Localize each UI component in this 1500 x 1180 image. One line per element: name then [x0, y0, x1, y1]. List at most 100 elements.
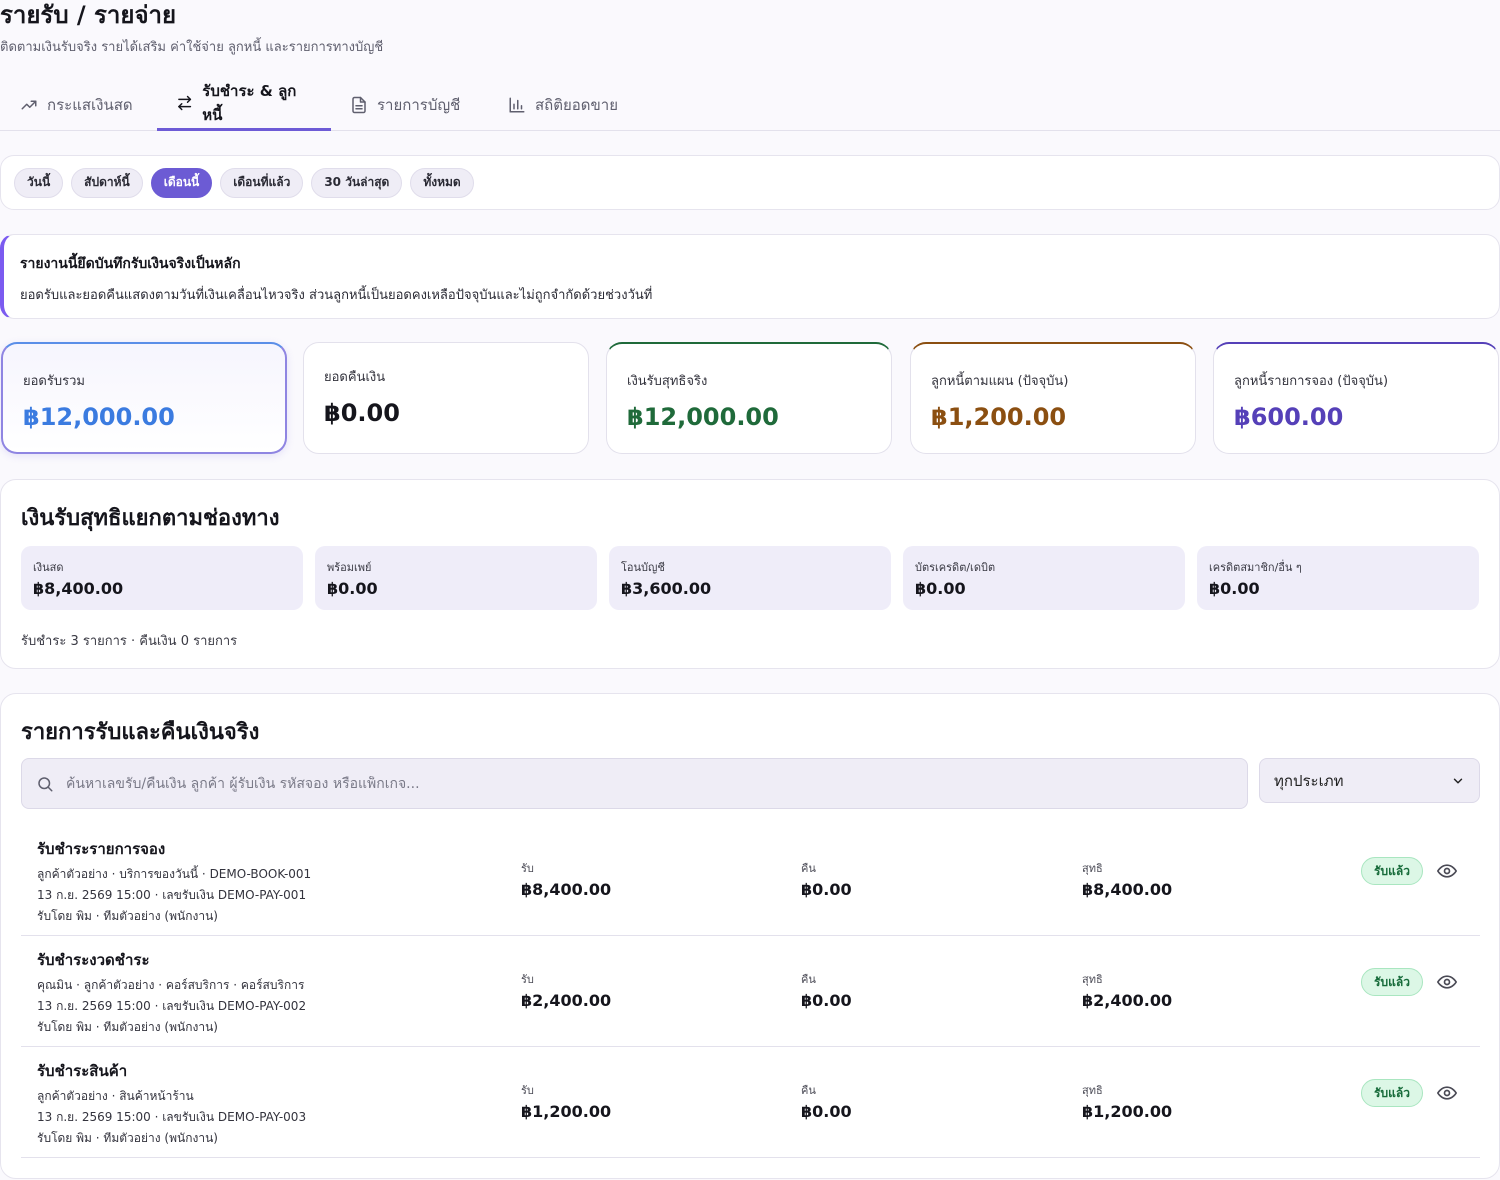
- stat-card-total-received[interactable]: ยอดรับรวม ฿12,000.00: [1, 342, 287, 454]
- transaction-datetime: 13 ก.ย. 2569 15:00 · เลขรับเงิน DEMO-PAY…: [37, 999, 307, 1013]
- transaction-received-by: รับโดย พิม · ทีมตัวอย่าง (พนักงาน): [37, 1131, 218, 1145]
- transaction-meta: ลูกค้าตัวอย่าง · บริการของวันนี้ · DEMO-…: [37, 867, 312, 881]
- search-icon: [38, 776, 53, 791]
- net-column: สุทธิ ฿1,200.00: [1082, 1081, 1172, 1121]
- channel-label: บัตรเครดิต/เดบิต: [915, 561, 996, 574]
- stat-card-refunds[interactable]: ยอดคืนเงิน ฿0.00: [303, 342, 589, 454]
- search-field: [21, 758, 1248, 809]
- transaction-received-by: รับโดย พิม · ทีมตัวอย่าง (พนักงาน): [37, 909, 218, 923]
- refund-value: ฿0.00: [801, 1102, 852, 1121]
- channel-value: ฿0.00: [915, 579, 966, 598]
- trending-up-icon: [21, 100, 37, 109]
- tab-bar: กระแสเงินสด รับชำระ & ลูกหนี้ รายการบัญช…: [0, 78, 1500, 131]
- tab-label: กระแสเงินสด: [47, 95, 133, 114]
- stat-value: ฿1,200.00: [931, 403, 1067, 431]
- section-title: เงินรับสุทธิแยกตามช่องทาง: [21, 506, 280, 531]
- refund-value: ฿0.00: [801, 991, 852, 1010]
- refund-column: คืน ฿0.00: [801, 859, 852, 899]
- stat-card-plan-receivables[interactable]: ลูกหนี้ตามแผน (ปัจจุบัน) ฿1,200.00: [910, 342, 1196, 454]
- refund-label: คืน: [801, 1084, 816, 1097]
- receive-value: ฿2,400.00: [521, 991, 612, 1010]
- net-column: สุทธิ ฿2,400.00: [1082, 970, 1172, 1010]
- channel-member-credit: เครดิตสมาชิก/อื่น ๆ ฿0.00: [1197, 546, 1479, 610]
- filter-this-month[interactable]: เดือนนี้: [150, 167, 213, 198]
- stat-card-booking-receivables[interactable]: ลูกหนี้รายการจอง (ปัจจุบัน) ฿600.00: [1213, 342, 1499, 454]
- page-subtitle: ติดตามเงินรับจริง รายได้เสริม ค่าใช้จ่าย…: [0, 40, 384, 55]
- channel-label: พร้อมเพย์: [327, 561, 372, 574]
- refund-label: คืน: [801, 862, 816, 875]
- net-label: สุทธิ: [1082, 973, 1103, 986]
- transaction-received-by: รับโดย พิม · ทีมตัวอย่าง (พนักงาน): [37, 1020, 218, 1034]
- date-filter-bar: วันนี้ สัปดาห์นี้ เดือนนี้ เดือนที่แล้ว …: [0, 155, 1500, 210]
- transaction-title: รับชำระสินค้า: [37, 1062, 128, 1080]
- notice-title: รายงานนี้ยึดบันทึกรับเงินจริงเป็นหลัก: [20, 256, 241, 272]
- receive-label: รับ: [521, 862, 534, 875]
- tab-label: รับชำระ & ลูกหนี้: [202, 82, 297, 124]
- tab-label: รายการบัญชี: [377, 95, 461, 114]
- tab-sales-stats[interactable]: สถิติยอดขาย: [489, 78, 649, 131]
- stat-value: ฿0.00: [324, 399, 400, 427]
- refund-column: คืน ฿0.00: [801, 1081, 852, 1121]
- channel-value: ฿8,400.00: [33, 579, 124, 598]
- receive-column: รับ ฿1,200.00: [521, 1081, 611, 1121]
- report-notice: รายงานนี้ยึดบันทึกรับเงินจริงเป็นหลัก ยอ…: [0, 234, 1500, 319]
- filter-today[interactable]: วันนี้: [14, 167, 64, 198]
- transaction-datetime: 13 ก.ย. 2569 15:00 · เลขรับเงิน DEMO-PAY…: [37, 1110, 307, 1124]
- stat-label: เงินรับสุทธิจริง: [627, 374, 708, 389]
- stat-label: ยอดคืนเงิน: [324, 370, 386, 385]
- filter-last-30-days[interactable]: 30 วันล่าสุด: [311, 167, 403, 198]
- tab-cashflow[interactable]: กระแสเงินสด: [0, 78, 157, 131]
- net-column: สุทธิ ฿8,400.00: [1082, 859, 1172, 899]
- refund-label: คืน: [801, 973, 816, 986]
- type-filter-select[interactable]: ทุกประเภท: [1259, 758, 1480, 803]
- channel-label: โอนบัญชี: [621, 561, 665, 574]
- refund-value: ฿0.00: [801, 880, 852, 899]
- stat-card-net-received[interactable]: เงินรับสุทธิจริง ฿12,000.00: [606, 342, 892, 454]
- tab-label: สถิติยอดขาย: [535, 95, 618, 114]
- search-input[interactable]: [66, 775, 1247, 792]
- filter-this-week[interactable]: สัปดาห์นี้: [71, 167, 143, 198]
- transaction-info: รับชำระงวดชำระ คุณมิน · ลูกค้าตัวอย่าง ·…: [37, 948, 306, 1035]
- net-value: ฿8,400.00: [1082, 880, 1173, 899]
- receive-column: รับ ฿8,400.00: [521, 859, 611, 899]
- channel-cash: เงินสด ฿8,400.00: [21, 546, 303, 610]
- status-badge: รับแล้ว: [1361, 968, 1423, 996]
- eye-icon[interactable]: [1437, 974, 1457, 990]
- stat-value: ฿12,000.00: [23, 403, 175, 431]
- document-icon: [352, 96, 366, 113]
- channel-value: ฿0.00: [1209, 579, 1260, 598]
- net-value: ฿2,400.00: [1082, 991, 1173, 1010]
- net-value: ฿1,200.00: [1082, 1102, 1173, 1121]
- tab-accounting-entries[interactable]: รายการบัญชี: [331, 78, 489, 131]
- channel-label: เครดิตสมาชิก/อื่น ๆ: [1209, 561, 1302, 574]
- chevron-down-icon: [1453, 778, 1463, 783]
- net-label: สุทธิ: [1082, 862, 1103, 875]
- channel-label: เงินสด: [33, 561, 64, 574]
- receive-value: ฿8,400.00: [521, 880, 612, 899]
- channel-bank-transfer: โอนบัญชี ฿3,600.00: [609, 546, 891, 610]
- receive-value: ฿1,200.00: [521, 1102, 612, 1121]
- transactions-card: รายการรับและคืนเงินจริง ทุกประเภท รับชำร…: [0, 693, 1500, 1179]
- transaction-title: รับชำระรายการจอง: [37, 840, 166, 858]
- notice-text: ยอดรับและยอดคืนแสดงตามวันที่เงินเคลื่อนไ…: [20, 288, 653, 303]
- filter-last-month[interactable]: เดือนที่แล้ว: [220, 167, 304, 198]
- status-badge: รับแล้ว: [1361, 1079, 1423, 1107]
- transaction-title: รับชำระงวดชำระ: [37, 951, 150, 969]
- channel-summary: รับชำระ 3 รายการ · คืนเงิน 0 รายการ: [21, 634, 238, 649]
- eye-icon[interactable]: [1437, 863, 1457, 879]
- transaction-row: รับชำระสินค้า ลูกค้าตัวอย่าง · สินค้าหน้…: [21, 1047, 1480, 1158]
- receive-label: รับ: [521, 1084, 534, 1097]
- transaction-meta: ลูกค้าตัวอย่าง · สินค้าหน้าร้าน: [37, 1089, 194, 1103]
- status-badge: รับแล้ว: [1361, 857, 1423, 885]
- page-header: รายรับ / รายจ่าย ติดตามเงินรับจริง รายได…: [0, 0, 383, 57]
- tab-payments-receivables[interactable]: รับชำระ & ลูกหนี้: [157, 78, 331, 131]
- eye-icon[interactable]: [1437, 1085, 1457, 1101]
- transaction-datetime: 13 ก.ย. 2569 15:00 · เลขรับเงิน DEMO-PAY…: [37, 888, 307, 902]
- channel-value: ฿3,600.00: [621, 579, 712, 598]
- channel-card: บัตรเครดิต/เดบิต ฿0.00: [903, 546, 1185, 610]
- transaction-info: รับชำระรายการจอง ลูกค้าตัวอย่าง · บริการ…: [37, 837, 311, 924]
- section-title: รายการรับและคืนเงินจริง: [21, 720, 260, 745]
- net-label: สุทธิ: [1082, 1084, 1103, 1097]
- stat-label: ยอดรับรวม: [23, 374, 85, 389]
- filter-all[interactable]: ทั้งหมด: [410, 167, 474, 198]
